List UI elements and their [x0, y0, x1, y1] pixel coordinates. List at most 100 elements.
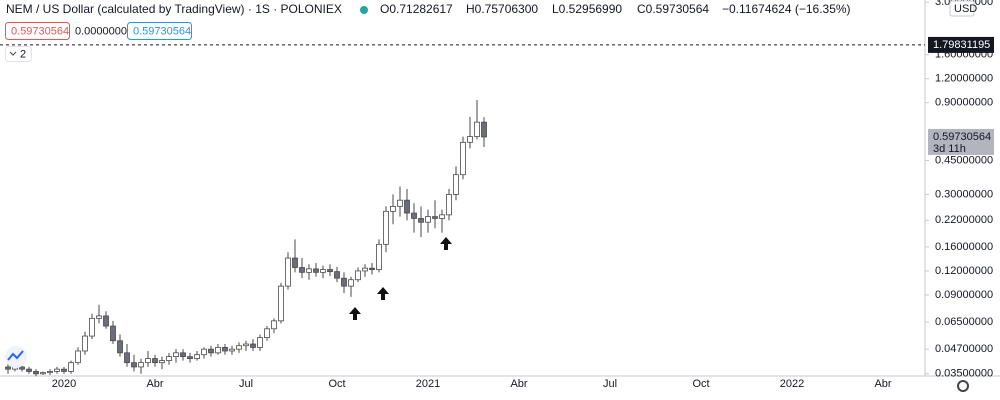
candle-body	[89, 317, 95, 337]
arrow-annotation	[349, 307, 361, 320]
x-tick-label: Jul	[603, 378, 617, 390]
candle-body	[362, 267, 368, 272]
chevron-icon	[9, 51, 17, 56]
countdown: 3d 11h	[933, 143, 966, 155]
price-line-box	[928, 36, 994, 53]
candle-body	[292, 257, 298, 268]
candle-body	[411, 212, 417, 219]
candle-body	[194, 354, 200, 359]
bid-box[interactable]	[5, 22, 70, 40]
candle-body	[264, 328, 270, 338]
candle-body	[215, 347, 221, 354]
candle-body	[334, 271, 340, 279]
candle-body	[446, 194, 452, 216]
ask-box[interactable]	[127, 22, 192, 40]
candle-body	[68, 362, 74, 372]
candle-body	[61, 368, 67, 372]
ohlc-close: C0.59730564	[637, 2, 709, 16]
candle-body	[313, 268, 319, 273]
candle-body	[82, 335, 88, 352]
candle-body	[481, 121, 487, 138]
settings-icon[interactable]	[957, 380, 969, 392]
candle-body	[369, 267, 375, 270]
y-tick-label: 0.30000000	[935, 188, 993, 200]
ask-price: 0.59730564	[133, 25, 191, 37]
x-tick-label: 2020	[52, 378, 76, 390]
candle-body	[54, 368, 60, 372]
candle-body	[397, 199, 403, 207]
last-price-box	[928, 128, 994, 155]
candle-body	[390, 205, 396, 212]
y-tick-label: 0.04700000	[935, 343, 993, 355]
candle-body	[320, 269, 326, 273]
y-tick-label: 0.09000000	[935, 289, 993, 301]
candle-body	[166, 356, 172, 361]
x-tick-label: 2022	[780, 378, 804, 390]
candle-body	[425, 216, 431, 223]
y-tick-label: 0.03500000	[935, 368, 993, 380]
candle-body	[117, 340, 123, 354]
indicator-toggle[interactable]	[5, 46, 32, 62]
x-tick-label: Oct	[328, 378, 345, 390]
candle-body	[26, 368, 32, 372]
candle-body	[138, 362, 144, 368]
y-tick-label: 0.16000000	[935, 241, 993, 253]
symbol-title[interactable]: NEM / US Dollar (calculated by TradingVi…	[6, 2, 342, 16]
candle-body	[299, 267, 305, 273]
candle-body	[159, 360, 165, 364]
candle-body	[236, 345, 242, 350]
candle-body	[173, 352, 179, 358]
plot-area	[0, 44, 925, 377]
candle-body	[229, 348, 235, 352]
candle-body	[453, 174, 459, 195]
candle-body	[467, 136, 473, 143]
candle-body	[306, 268, 312, 273]
y-tick-label: 0.45000000	[935, 154, 993, 166]
candle-body	[355, 270, 361, 281]
y-tick-label: 0.12000000	[935, 265, 993, 277]
candle-body	[257, 337, 263, 348]
spread: 0.00000000	[75, 25, 133, 37]
candle-body	[131, 362, 137, 368]
candle-body	[383, 210, 389, 245]
candle-body	[180, 352, 186, 358]
candle-body	[75, 350, 81, 364]
candle-body	[250, 343, 256, 348]
currency-box	[949, 0, 975, 17]
candle-body	[201, 348, 207, 356]
ohlc-high: H0.75706300	[466, 2, 538, 16]
last-price-label: 0.59730564	[933, 131, 991, 143]
candle-body	[19, 366, 25, 370]
ohlc-open: O0.71282617	[380, 2, 453, 16]
candle-body	[376, 243, 382, 270]
candle-body	[110, 325, 116, 342]
candle-body	[145, 358, 151, 364]
candle-body	[103, 315, 109, 327]
candle-body	[348, 279, 354, 287]
candle-body	[285, 257, 291, 287]
candle-body	[33, 371, 39, 375]
bid-price: 0.59730564	[11, 25, 69, 37]
arrow-annotation	[377, 287, 389, 300]
candle-body	[222, 347, 228, 352]
market-status	[360, 6, 368, 14]
x-tick-label: 2021	[416, 378, 440, 390]
candle-body	[208, 348, 214, 354]
ohlc-low: L0.52956990	[552, 2, 622, 16]
candle-body	[460, 141, 466, 176]
candle-body	[327, 269, 333, 273]
candle-body	[124, 352, 130, 364]
candle-body	[341, 277, 347, 287]
candle-body	[47, 371, 53, 374]
candle-body	[278, 285, 284, 322]
indicator-count: 2	[20, 48, 26, 60]
candle-body	[243, 343, 249, 347]
price-line-label: 1.79831195	[933, 39, 990, 51]
ohlc-change: −0.11674624 (−16.35%)	[722, 2, 851, 16]
x-tick-label: Abr	[146, 378, 163, 390]
candle-body	[439, 214, 445, 219]
candle-body	[40, 372, 46, 375]
